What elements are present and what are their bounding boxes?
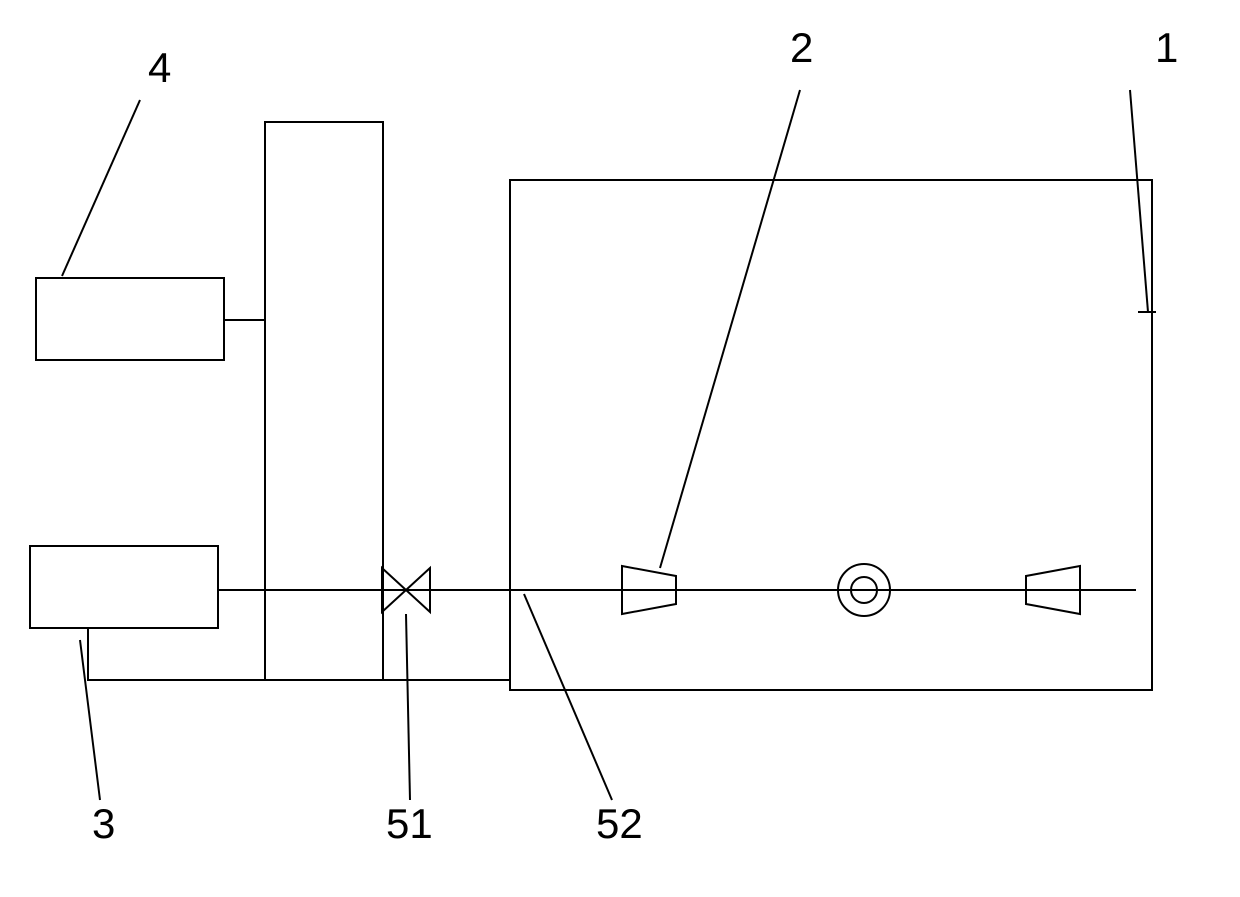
box-3 [30, 546, 218, 628]
n3: 3 [92, 800, 115, 847]
n52: 52 [596, 800, 643, 847]
leader-52 [524, 594, 612, 800]
leader-2 [660, 90, 800, 568]
n51: 51 [386, 800, 433, 847]
box-4 [36, 278, 224, 360]
column-box [265, 122, 383, 680]
leader-1 [1130, 90, 1148, 312]
bottom-step [88, 628, 510, 680]
leader-3 [80, 640, 100, 800]
n1: 1 [1155, 24, 1178, 71]
n4: 4 [148, 44, 171, 91]
n2: 2 [790, 24, 813, 71]
leader-4 [62, 100, 140, 276]
leader-51 [406, 614, 410, 800]
big-box [510, 180, 1152, 690]
